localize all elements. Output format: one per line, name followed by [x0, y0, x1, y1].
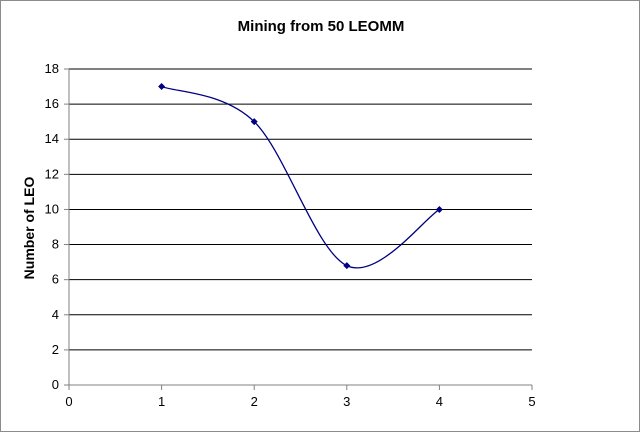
x-tick-label: 0	[65, 394, 72, 409]
y-tick-label: 0	[52, 377, 59, 392]
y-tick-label: 18	[45, 61, 59, 76]
data-point-0	[158, 83, 166, 91]
x-tick-label: 3	[343, 394, 350, 409]
data-point-2	[343, 262, 351, 270]
data-point-1	[250, 118, 258, 126]
series-layer	[158, 83, 443, 270]
data-point-3	[435, 205, 443, 213]
x-tick-label: 5	[528, 394, 535, 409]
y-tick-label: 12	[45, 166, 59, 181]
series-line-0	[161, 85, 440, 269]
y-tick-label: 2	[52, 342, 59, 357]
y-tick-label: 16	[45, 96, 59, 111]
y-axis-label: Number of LEO	[21, 177, 37, 280]
x-tick-label: 1	[158, 394, 165, 409]
chart-title: Mining from 50 LEOMM	[238, 18, 405, 35]
x-tick-label: 2	[251, 394, 258, 409]
y-tick-label: 6	[52, 272, 59, 287]
y-tick-label: 4	[52, 307, 59, 322]
axes	[64, 68, 533, 390]
x-tick-label: 4	[436, 394, 443, 409]
y-tick-label: 8	[52, 237, 59, 252]
y-tick-label: 10	[45, 201, 59, 216]
y-tick-label: 14	[45, 131, 59, 146]
gridlines	[69, 68, 532, 351]
